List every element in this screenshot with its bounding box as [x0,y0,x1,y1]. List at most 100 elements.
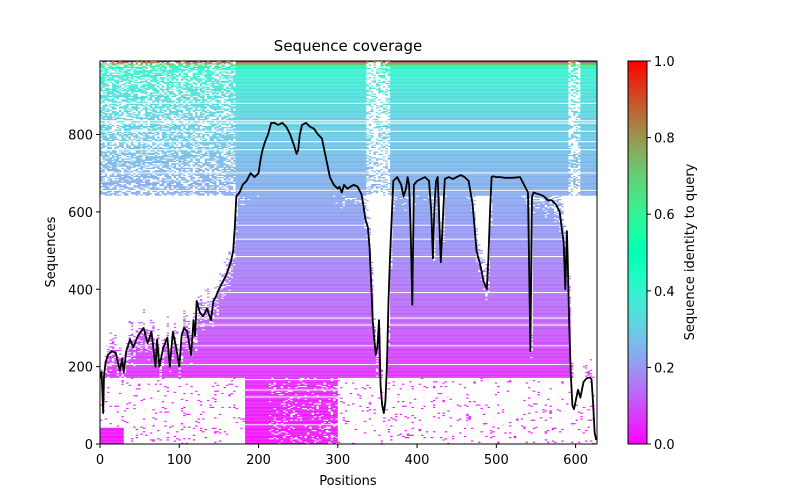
coverage-segment [123,110,131,113]
y-axis-title: Sequences [44,216,59,287]
coverage-segment [297,437,305,439]
coverage-segment [149,106,153,108]
coverage-segment [413,279,481,281]
coverage-segment [459,418,462,420]
coverage-segment [209,156,224,158]
coverage-segment [580,416,583,418]
coverage-segment [114,185,127,187]
coverage-segment [330,384,338,386]
coverage-segment [575,185,597,187]
coverage-segment [280,442,307,444]
coverage-segment [111,84,117,86]
coverage-segment [199,91,212,93]
coverage-segment [230,284,374,287]
coverage-segment [275,419,291,421]
coverage-segment [190,85,193,87]
coverage-segment [149,63,153,65]
coverage-segment [135,139,141,142]
coverage-segment [535,211,557,214]
coverage-segment [394,195,403,197]
coverage-segment [390,91,569,93]
coverage-segment [159,84,162,86]
coverage-segment [226,86,229,88]
coverage-segment [187,127,196,129]
coverage-segment [532,267,569,269]
coverage-segment [580,71,597,73]
coverage-segment [432,406,436,409]
coverage-segment [102,123,105,125]
coverage-segment [192,65,196,67]
coverage-segment [230,271,372,273]
coverage-segment [378,70,381,72]
coverage-segment [285,435,300,438]
coverage-segment [235,421,238,424]
coverage-segment [126,146,131,149]
coverage-segment [104,187,110,189]
coverage-segment [107,121,110,123]
coverage-segment [306,425,319,427]
coverage-segment [135,352,160,354]
coverage-segment [147,72,165,74]
coverage-segment [318,405,329,407]
coverage-segment [528,202,531,204]
coverage-segment [532,380,536,382]
coverage-segment [116,77,124,79]
coverage-segment [413,222,433,224]
coverage-segment [316,441,329,443]
coverage-segment [199,112,203,114]
coverage-segment [135,178,141,180]
coverage-segment [164,175,172,178]
coverage-segment [126,87,141,89]
coverage-segment [119,370,122,373]
coverage-segment [413,259,433,261]
coverage-segment [435,221,441,223]
coverage-segment [221,77,367,79]
coverage-segment [245,412,293,414]
coverage-segment [532,390,536,392]
coverage-segment [402,197,407,200]
coverage-segment [152,185,158,187]
coverage-segment [149,65,160,67]
coverage-segment [423,385,426,388]
coverage-segment [328,437,331,439]
coverage-segment [532,336,571,338]
coverage-segment [551,197,555,200]
coverage-segment [199,427,203,429]
coverage-segment [532,333,571,335]
coverage-segment [489,265,531,267]
coverage-segment [209,151,224,153]
coverage-segment [109,67,124,70]
coverage-segment [166,101,174,103]
coverage-segment [211,108,234,110]
coverage-segment [333,412,338,414]
coverage-segment [111,85,122,87]
coverage-segment [173,143,177,145]
coverage-segment [542,409,545,411]
coverage-segment [532,252,569,254]
coverage-segment [392,222,412,224]
coverage-segment [371,109,374,111]
coverage-segment [100,148,103,150]
coverage-segment [133,114,141,116]
coverage-segment [197,333,374,335]
coverage-segment [390,184,569,186]
coverage-segment [245,380,300,382]
coverage-segment [121,123,127,125]
coverage-segment [532,244,564,246]
coverage-segment [290,398,305,400]
coverage-segment [147,128,150,130]
coverage-segment [392,259,412,261]
row-gap [100,317,597,319]
coverage-segment [235,158,367,160]
coverage-segment [178,377,181,380]
coverage-segment [102,108,110,110]
coverage-segment [145,167,155,169]
coverage-segment [100,170,105,172]
coverage-segment [126,115,134,117]
coverage-segment [199,85,203,87]
coverage-segment [392,213,412,215]
coverage-segment [109,373,160,375]
coverage-segment [147,94,165,96]
coverage-segment [561,211,564,214]
coverage-segment [176,119,181,121]
